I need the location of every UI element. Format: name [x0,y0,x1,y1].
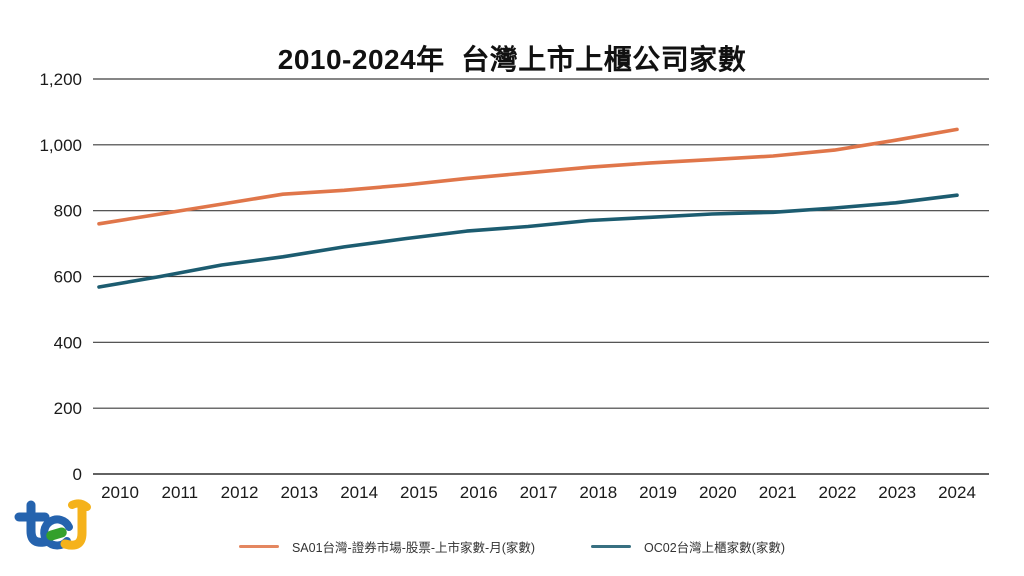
x-tick-label: 2012 [221,483,259,502]
chart-title: 2010-2024年 台灣上市上櫃公司家數 [277,44,747,75]
x-tick-label: 2010 [101,483,139,502]
legend-label-oc02: OC02台灣上櫃家數(家數) [644,541,786,555]
tej-logo [14,499,91,550]
x-tick-label: 2020 [699,483,737,502]
tej-logo-letter-j [60,499,91,550]
x-tick-label: 2011 [162,483,199,502]
x-tick-label: 2013 [280,483,318,502]
x-tick-label: 2016 [460,483,498,502]
legend-label-sa01: SA01台灣-證券市場-股票-上市家數-月(家數) [291,541,536,555]
x-tick-label: 2014 [340,483,378,502]
x-tick-label: 2017 [520,483,558,502]
gridlines [93,78,989,475]
x-tick-label: 2019 [639,483,677,502]
y-tick-label: 1,200 [39,70,82,89]
y-axis-labels: 0 200 400 600 800 1,000 1,200 [39,70,82,484]
x-tick-label: 2018 [579,483,617,502]
x-tick-label: 2021 [759,483,797,502]
x-tick-label: 2023 [878,483,916,502]
y-tick-label: 1,000 [39,136,82,155]
y-tick-label: 400 [54,333,82,352]
series-line-0 [97,127,959,226]
x-axis-labels: 2010 2011 2012 2013 2014 2015 2016 2017 2018 2019… [101,483,976,502]
y-tick-label: 200 [54,399,82,418]
series-line-1 [97,193,959,289]
y-tick-label: 800 [54,202,82,221]
tej-logo-letter-e [40,515,73,550]
legend-swatch-sa01 [238,545,279,548]
y-tick-label: 600 [54,268,82,287]
x-tick-label: 2024 [938,483,976,502]
chart-legend: SA01台灣-證券市場-股票-上市家數-月(家數) OC02台灣上櫃家數(家數) [0,537,1024,556]
x-tick-label: 2015 [400,483,438,502]
x-tick-label: 2022 [819,483,857,502]
legend-item-sa01: SA01台灣-證券市場-股票-上市家數-月(家數) [238,537,536,556]
legend-item-oc02: OC02台灣上櫃家數(家數) [591,537,785,556]
legend-swatch-oc02 [591,545,632,548]
y-tick-label: 0 [73,465,82,484]
